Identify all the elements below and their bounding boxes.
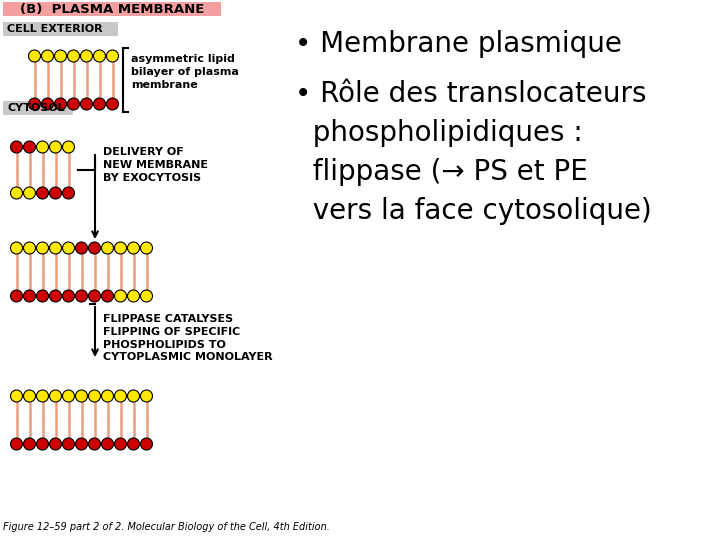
Circle shape [63,187,74,199]
Circle shape [102,390,114,402]
Circle shape [24,187,35,199]
Circle shape [55,50,66,62]
Circle shape [11,242,22,254]
Circle shape [89,242,101,254]
Circle shape [114,290,127,302]
Circle shape [140,242,153,254]
Circle shape [24,141,35,153]
Circle shape [107,98,119,110]
Circle shape [11,390,22,402]
Circle shape [24,242,35,254]
Circle shape [68,98,79,110]
Circle shape [29,50,40,62]
Circle shape [63,390,74,402]
Circle shape [114,438,127,450]
Circle shape [94,50,106,62]
Circle shape [102,438,114,450]
Circle shape [63,242,74,254]
Circle shape [127,438,140,450]
Circle shape [50,390,61,402]
Circle shape [94,98,106,110]
Circle shape [107,50,119,62]
Circle shape [42,98,53,110]
Circle shape [102,290,114,302]
Circle shape [76,242,88,254]
Circle shape [50,438,61,450]
Circle shape [50,242,61,254]
Circle shape [81,98,92,110]
Circle shape [37,187,48,199]
Circle shape [50,187,61,199]
Text: • Membrane plasmique: • Membrane plasmique [295,30,622,58]
Circle shape [50,141,61,153]
Circle shape [37,141,48,153]
Circle shape [114,390,127,402]
Circle shape [29,98,40,110]
Text: FLIPPASE CATALYSES
FLIPPING OF SPECIFIC
PHOSPHOLIPIDS TO
CYTOPLASMIC MONOLAYER: FLIPPASE CATALYSES FLIPPING OF SPECIFIC … [103,314,273,362]
Circle shape [42,50,53,62]
Text: Figure 12–59 part 2 of 2. Molecular Biology of the Cell, 4th Edition.: Figure 12–59 part 2 of 2. Molecular Biol… [3,522,330,532]
Text: CYTOSOL: CYTOSOL [7,103,65,113]
Circle shape [63,290,74,302]
Circle shape [76,290,88,302]
Circle shape [24,290,35,302]
Circle shape [37,290,48,302]
Circle shape [50,290,61,302]
Circle shape [37,438,48,450]
Text: (B)  PLASMA MEMBRANE: (B) PLASMA MEMBRANE [20,3,204,16]
Circle shape [24,390,35,402]
Circle shape [140,390,153,402]
Circle shape [76,390,88,402]
Circle shape [89,390,101,402]
Circle shape [11,438,22,450]
Circle shape [63,141,74,153]
Circle shape [37,390,48,402]
Circle shape [127,290,140,302]
Circle shape [127,242,140,254]
Circle shape [76,438,88,450]
Text: CELL EXTERIOR: CELL EXTERIOR [7,24,103,34]
Circle shape [63,438,74,450]
Circle shape [11,141,22,153]
Circle shape [68,50,79,62]
Circle shape [11,290,22,302]
Circle shape [89,290,101,302]
FancyBboxPatch shape [3,22,118,36]
Circle shape [114,242,127,254]
Circle shape [24,438,35,450]
Circle shape [55,98,66,110]
Circle shape [89,438,101,450]
Text: asymmetric lipid
bilayer of plasma
membrane: asymmetric lipid bilayer of plasma membr… [131,54,239,90]
Text: DELIVERY OF
NEW MEMBRANE
BY EXOCYTOSIS: DELIVERY OF NEW MEMBRANE BY EXOCYTOSIS [103,147,208,183]
FancyBboxPatch shape [3,101,73,115]
Circle shape [37,242,48,254]
Circle shape [11,187,22,199]
FancyBboxPatch shape [3,2,221,16]
Text: • Rôle des translocateurs
  phospholipidiques :
  flippase (→ PS et PE
  vers la: • Rôle des translocateurs phospholipidiq… [295,80,652,225]
Circle shape [140,438,153,450]
Circle shape [140,290,153,302]
Circle shape [81,50,92,62]
Circle shape [127,390,140,402]
Circle shape [102,242,114,254]
